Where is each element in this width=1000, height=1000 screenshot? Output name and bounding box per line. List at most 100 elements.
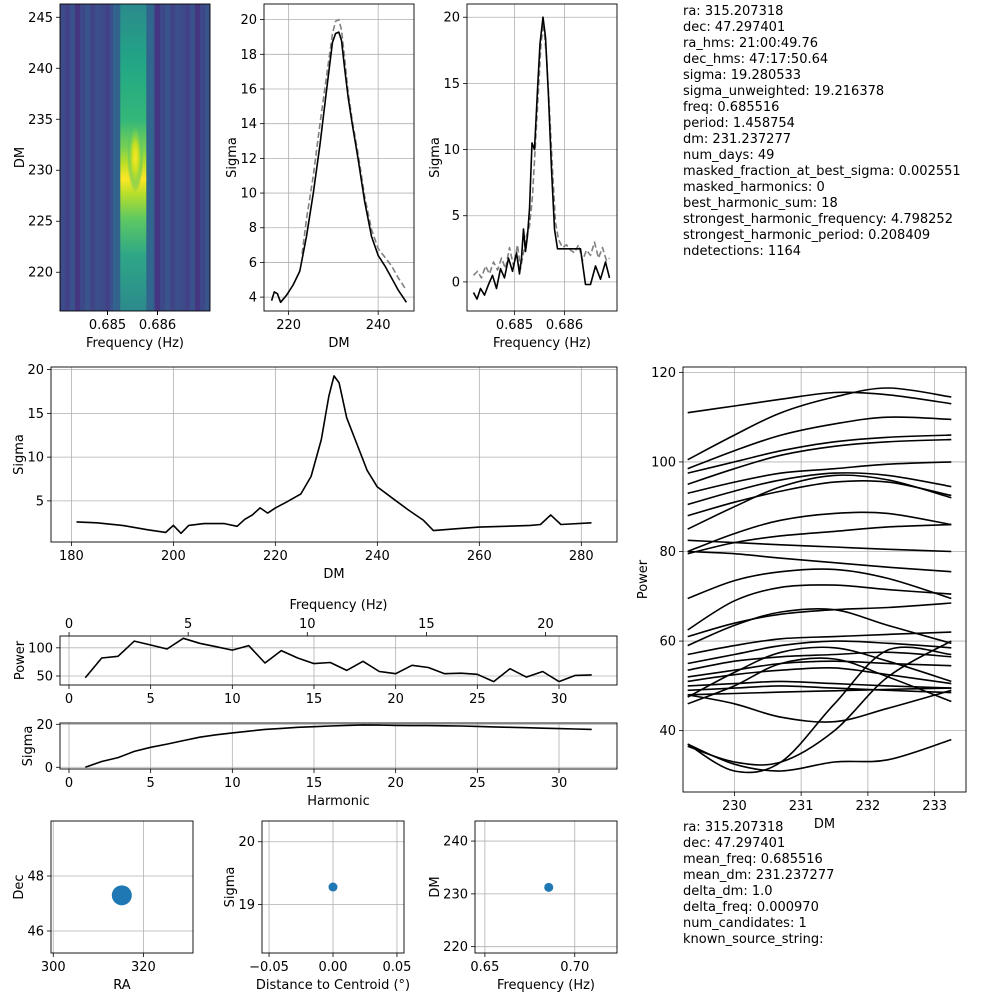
dm_power-frame	[682, 366, 967, 793]
ra_dec-xtick-label: 300	[41, 960, 66, 975]
harmonic_sigma-xtick-label: 10	[224, 776, 241, 791]
harmonic-power-top-xtick-label: 15	[418, 617, 435, 632]
info-line-ra: ra: 315.207318	[683, 4, 784, 19]
freq_sigma-series-unweighted	[472, 22, 611, 279]
dm-power-curve-c1	[687, 391, 952, 414]
info-line-mean-dm: mean_dm: 231.237277	[683, 868, 835, 883]
dm-power-curve-c25	[687, 687, 952, 696]
freq_sigma-frame	[466, 3, 618, 312]
harmonic_sigma-panel: 0 5 10 15 20 25 30 0 20 Harmonic Sigma	[21, 718, 618, 809]
dm-power-curve-c21	[687, 660, 952, 678]
heatmap-strip	[160, 4, 165, 311]
info-line-ra-hms: ra_hms: 21:00:49.76	[683, 36, 819, 51]
dm_sigma-ytick-label: 14	[240, 117, 257, 132]
freq_sigma-xlabel: Frequency (Hz)	[493, 336, 591, 351]
heatmap-xtick-label: 0.685	[89, 318, 126, 333]
dm_power-xlabel: DM	[814, 817, 835, 832]
dm-power-curve-c14	[687, 568, 952, 600]
dm_sigma_wide-ytick-label: 5	[36, 494, 44, 509]
heatmap-ytick-label: 235	[28, 113, 53, 128]
dm_sigma-ytick-label: 16	[240, 82, 257, 97]
heatmap-strip	[170, 4, 175, 311]
candidate-info-panel: ra: 315.207318 dec: 47.297401 ra_hms: 21:0…	[683, 4, 961, 260]
info-line-delta-freq: delta_freq: 0.000970	[683, 900, 819, 915]
dm-power-curve-c8	[687, 479, 952, 517]
freq_sigma-xtick-label: 0.686	[546, 318, 583, 333]
dm-power-curve-c28	[687, 689, 952, 723]
ra_dec-xlabel: RA	[113, 978, 131, 993]
centroid_sigma-point	[328, 882, 338, 892]
heatmap-frame	[59, 3, 211, 312]
harmonic-power-top-xlabel: Frequency (Hz)	[289, 598, 387, 613]
harmonic_sigma-ytick-label: 0	[45, 761, 53, 776]
heatmap-strip	[70, 4, 75, 311]
dm_sigma-panel: 220 240 4 6 8 10 12 14 16 18 20 DM Sigma	[225, 3, 415, 351]
dm_power-xtick-label: 231	[789, 799, 814, 814]
freq_sigma-panel: 0.685 0.686 0 5 10 15 20 Frequency (Hz) Sigma	[428, 3, 618, 351]
dm-power-curve-c20	[687, 651, 952, 671]
dm_sigma-ytick-label: 12	[240, 152, 257, 167]
centroid_sigma-xlabel: Distance to Centroid (°)	[256, 978, 410, 993]
ra_dec-ytick-label: 48	[27, 870, 44, 885]
dm_sigma_wide-panel: 180 200 220 240 260 280 5 10 15 20 DM Sigma	[12, 363, 618, 582]
freq_sigma-ytick-label: 5	[452, 209, 460, 224]
heatmap-strip	[110, 4, 115, 311]
info-line-masked-fraction-at-best-sigma: masked_fraction_at_best_sigma: 0.002551	[683, 164, 961, 179]
harmonic_sigma-xtick-label: 20	[387, 776, 404, 791]
info-line-sigma-unweighted: sigma_unweighted: 19.216378	[683, 84, 885, 99]
dm_sigma_wide-xlabel: DM	[323, 567, 344, 582]
harmonic_sigma-xlabel: Harmonic	[307, 794, 369, 809]
harmonic_sigma-xtick-label: 30	[551, 776, 568, 791]
freq_dm-ytick-label: 230	[443, 887, 468, 902]
heatmap-strip	[90, 4, 95, 311]
ra_dec-frame	[50, 820, 194, 954]
info-line-strongest-harmonic-period: strongest_harmonic_period: 0.208409	[683, 228, 931, 243]
heatmap-strip	[165, 4, 170, 311]
dm-power-curve-c29	[687, 646, 952, 774]
info-line-dm: dm: 231.237277	[683, 132, 791, 147]
heatmap-ytick-label: 245	[28, 11, 53, 26]
dm_sigma-ytick-label: 10	[240, 187, 257, 202]
heatmap-strip	[105, 4, 110, 311]
centroid_sigma-xtick-label: 0.05	[382, 960, 411, 975]
ra_dec-ytick-label: 46	[27, 925, 44, 940]
freq_dm-ytick-label: 220	[443, 940, 468, 955]
dm_sigma-ytick-label: 20	[240, 13, 257, 28]
freq_dm-xlabel: Frequency (Hz)	[497, 978, 595, 993]
info-line-dec: dec: 47.297401	[683, 20, 786, 35]
harmonic_power-ytick-label: 50	[36, 669, 53, 684]
harmonic_sigma-xtick-label: 5	[147, 776, 155, 791]
heatmap-ytick-label: 230	[28, 164, 53, 179]
dm_power-ytick-label: 120	[651, 366, 676, 381]
info-line-mean-freq: mean_freq: 0.685516	[683, 852, 823, 867]
dm_sigma_wide-xtick-label: 220	[263, 549, 288, 564]
heatmap-ytick-label: 240	[28, 62, 53, 77]
dm-power-curve-c6	[687, 461, 952, 495]
info-line-dec: dec: 47.297401	[683, 836, 786, 851]
dm_sigma-ytick-label: 18	[240, 48, 257, 63]
centroid_sigma-ylabel: Sigma	[223, 867, 238, 908]
info-line-best-harmonic-sum: best_harmonic_sum: 18	[683, 196, 838, 211]
harmonic-power-top-xtick-label: 5	[184, 617, 192, 632]
dm_sigma-frame	[263, 3, 415, 312]
harmonic-power-top-xtick-label: 20	[537, 617, 554, 632]
harmonic_sigma-xtick-label: 25	[469, 776, 486, 791]
dm_power-xtick-label: 232	[855, 799, 880, 814]
centroid_sigma-ytick-label: 20	[238, 835, 255, 850]
info-line-ra: ra: 315.207318	[683, 820, 784, 835]
dm_sigma_wide-ytick-label: 15	[27, 407, 44, 422]
heatmap-strip	[200, 4, 205, 311]
dm-power-curve-c23	[687, 680, 952, 689]
dm_sigma_wide-ytick-label: 10	[27, 451, 44, 466]
harmonic_power-xtick-label: 10	[224, 692, 241, 707]
dm-power-curve-c3	[687, 416, 952, 470]
heatmap-strip	[155, 4, 160, 311]
dm_sigma-series-unweighted	[301, 18, 408, 291]
harmonic_power-xtick-label: 5	[147, 692, 155, 707]
freq_dm-point	[544, 882, 554, 892]
harmonic_power-xtick-label: 25	[469, 692, 486, 707]
dm_power-panel: 230 231 232 233 40 60 80 100 120 DM Power	[636, 366, 967, 832]
cluster-info-panel: ra: 315.207318 dec: 47.297401 mean_freq: 0…	[683, 820, 834, 948]
harmonic_power-xtick-label: 30	[551, 692, 568, 707]
